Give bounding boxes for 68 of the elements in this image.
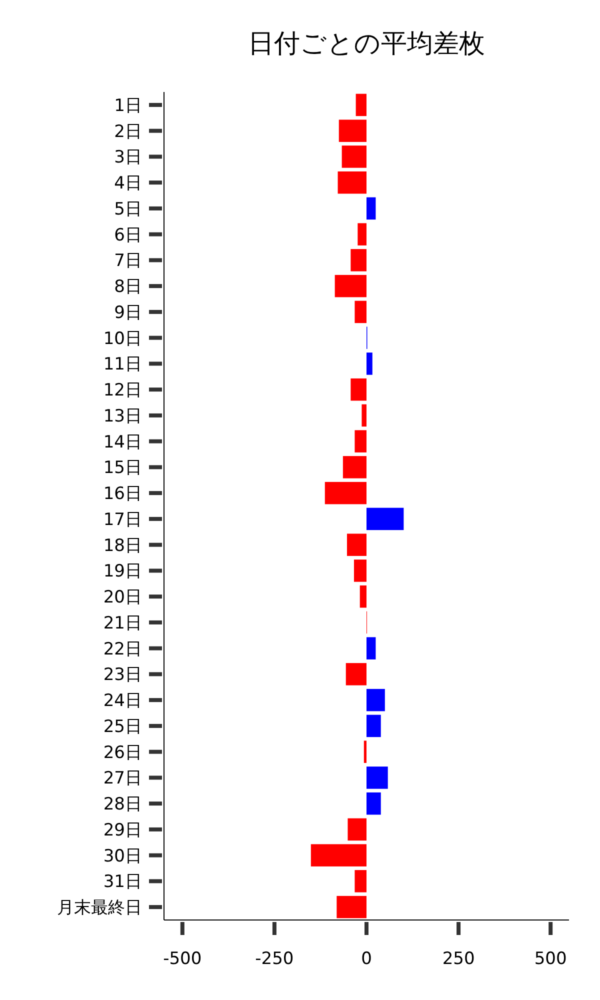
bar: [354, 870, 366, 892]
y-tick-label: 24日: [103, 691, 142, 712]
x-tick-label: 0: [361, 949, 372, 969]
y-tick-label: 23日: [103, 665, 142, 686]
bar: [350, 249, 366, 272]
bar: [342, 146, 366, 168]
bar: [362, 404, 366, 427]
y-tick-label: 1日: [114, 96, 142, 116]
bar: [348, 818, 366, 841]
bar: [366, 688, 385, 712]
bar: [358, 223, 366, 246]
y-tick-label: 16日: [103, 484, 142, 504]
bar: [338, 171, 366, 194]
bar: [356, 94, 366, 116]
bar: [338, 120, 366, 142]
bar: [366, 766, 388, 789]
y-tick-label: 5日: [114, 199, 142, 220]
bar: [354, 430, 366, 452]
bar: [366, 792, 381, 815]
bar: [366, 197, 376, 220]
y-tick-label: 26日: [103, 742, 142, 763]
bar: [354, 560, 366, 582]
y-tick-label: 8日: [114, 277, 142, 298]
bar: [342, 456, 366, 478]
y-tick-label: 2日: [114, 122, 142, 142]
y-tick-label: 27日: [103, 768, 142, 789]
bar: [366, 508, 404, 530]
y-tick-label: 10日: [103, 328, 142, 349]
bar: [350, 378, 366, 401]
y-tick-label: 12日: [103, 380, 142, 401]
y-tick-label: 28日: [103, 794, 142, 815]
y-tick-label: 25日: [103, 716, 142, 737]
y-tick-label: 月末最終日: [57, 898, 142, 918]
y-tick-label: 3日: [114, 148, 142, 168]
y-tick-label: 14日: [103, 432, 142, 452]
y-tick-label: 13日: [103, 406, 142, 426]
y-tick-label: 4日: [114, 174, 142, 194]
x-tick-label: 500: [534, 949, 567, 969]
y-tick-label: 7日: [114, 251, 142, 272]
x-tick-label: 250: [442, 949, 475, 969]
bar: [366, 637, 376, 660]
y-tick-label: 31日: [103, 872, 142, 892]
y-tick-label: 29日: [103, 820, 142, 840]
y-tick-label: 22日: [103, 639, 142, 660]
y-tick-label: 18日: [103, 536, 142, 556]
bar: [364, 740, 366, 763]
bar: [324, 482, 366, 504]
y-tick-label: 6日: [114, 225, 142, 246]
x-tick-label: -250: [255, 949, 294, 969]
y-tick-label: 19日: [103, 562, 142, 582]
bar: [346, 663, 366, 686]
y-tick-label: 11日: [103, 354, 142, 375]
y-tick-label: 17日: [103, 510, 142, 530]
x-tick-label: -500: [163, 949, 202, 969]
bar: [310, 844, 366, 866]
y-tick-label: 20日: [103, 588, 142, 608]
y-tick-label: 9日: [114, 302, 142, 323]
bar: [366, 714, 381, 738]
bar: [336, 896, 366, 918]
bar: [354, 300, 366, 324]
y-tick-label: 30日: [103, 846, 142, 866]
bar: [366, 352, 372, 375]
y-tick-label: 15日: [103, 458, 142, 478]
bar: [346, 534, 366, 556]
bar: [334, 274, 366, 298]
y-tick-label: 21日: [103, 613, 142, 634]
bar: [360, 585, 366, 608]
chart-title: 日付ごとの平均差枚: [248, 29, 485, 59]
